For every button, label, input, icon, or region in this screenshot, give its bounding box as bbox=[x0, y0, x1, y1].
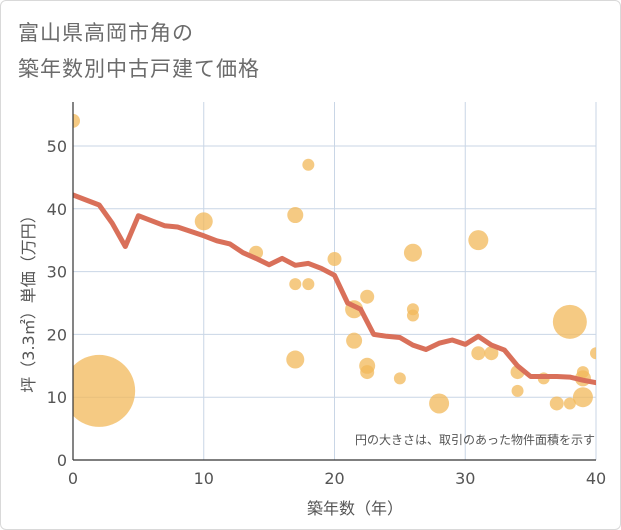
chart-title-line2: 築年数別中古戸建て価格 bbox=[18, 57, 260, 81]
scatter-point bbox=[194, 212, 213, 231]
scatter-point bbox=[484, 346, 499, 361]
scatter-point bbox=[327, 252, 342, 267]
x-tick-label: 10 bbox=[194, 469, 214, 488]
scatter-point bbox=[468, 230, 489, 251]
scatter-point bbox=[360, 289, 375, 304]
axes bbox=[72, 102, 596, 461]
scatter-point bbox=[73, 113, 80, 128]
scatter-point bbox=[289, 278, 302, 291]
scatter-point bbox=[429, 393, 450, 414]
x-tick-label: 40 bbox=[586, 469, 606, 488]
scatter-point bbox=[403, 243, 422, 262]
y-tick-label: 40 bbox=[47, 200, 67, 219]
scatter-point bbox=[572, 387, 593, 408]
y-tick-label: 50 bbox=[47, 137, 67, 156]
scatter-point bbox=[549, 396, 564, 411]
scatter-point bbox=[346, 332, 363, 349]
scatter-point bbox=[302, 158, 315, 171]
scatter-point bbox=[590, 347, 596, 360]
scatter-point bbox=[511, 384, 524, 397]
scatter-point bbox=[393, 372, 406, 385]
y-tick-label: 20 bbox=[47, 325, 67, 344]
x-tick-label: 0 bbox=[68, 469, 78, 488]
scatter-point bbox=[73, 354, 136, 427]
scatter-point bbox=[302, 278, 315, 291]
scatter-point bbox=[286, 350, 305, 369]
x-tick-label: 30 bbox=[455, 469, 475, 488]
y-tick-label: 30 bbox=[47, 263, 67, 282]
tick-labels: 0 10 20 30 40 0 10 20 30 40 50 bbox=[47, 137, 607, 488]
bubble-layer bbox=[73, 113, 596, 427]
chart-title-line1: 富山県高岡市角の bbox=[18, 21, 194, 45]
bubble-size-note: 円の大きさは、取引のあった物件面積を示す bbox=[355, 432, 595, 447]
scatter-point bbox=[563, 397, 576, 410]
scatter-point bbox=[471, 346, 486, 361]
scatter-point bbox=[406, 309, 419, 322]
scatter-point bbox=[287, 207, 304, 224]
y-tick-label: 10 bbox=[47, 388, 67, 407]
average-line-layer bbox=[73, 192, 596, 386]
y-axis-label: 坪（3.3㎡）単価（万円） bbox=[19, 207, 38, 392]
scatter-point bbox=[360, 365, 375, 380]
y-tick-label: 0 bbox=[57, 451, 67, 470]
scatter-point bbox=[552, 304, 587, 339]
x-tick-label: 20 bbox=[324, 469, 344, 488]
x-axis-label: 築年数（年） bbox=[307, 499, 403, 518]
average-price-line bbox=[73, 192, 596, 386]
